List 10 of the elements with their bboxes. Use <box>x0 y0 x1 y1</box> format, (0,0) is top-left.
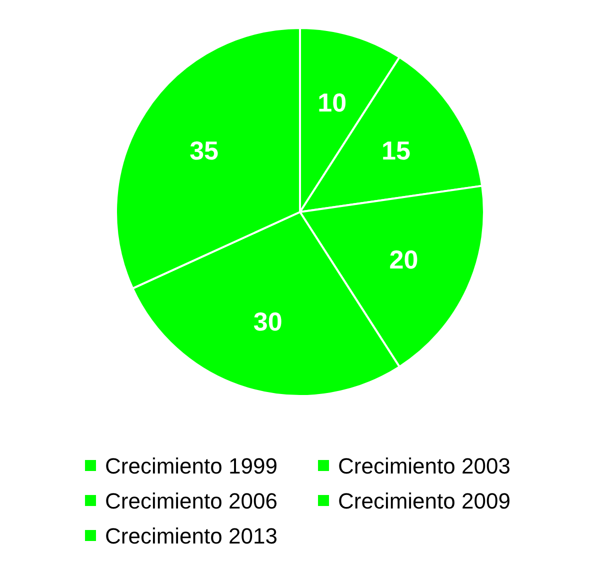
legend-label: Crecimiento 2013 <box>105 524 278 548</box>
data-label: 20 <box>389 244 418 274</box>
data-label: 35 <box>190 135 218 166</box>
data-label: 15 <box>382 135 410 166</box>
legend-label: Crecimiento 2006 <box>105 488 278 514</box>
data-label: 30 <box>253 306 282 336</box>
legend-label: Crecimiento 1999 <box>105 454 278 478</box>
legend-label: Crecimiento 2003 <box>338 454 510 478</box>
legend-label: Crecimiento 2009 <box>338 488 510 514</box>
data-label: 10 <box>318 88 347 118</box>
